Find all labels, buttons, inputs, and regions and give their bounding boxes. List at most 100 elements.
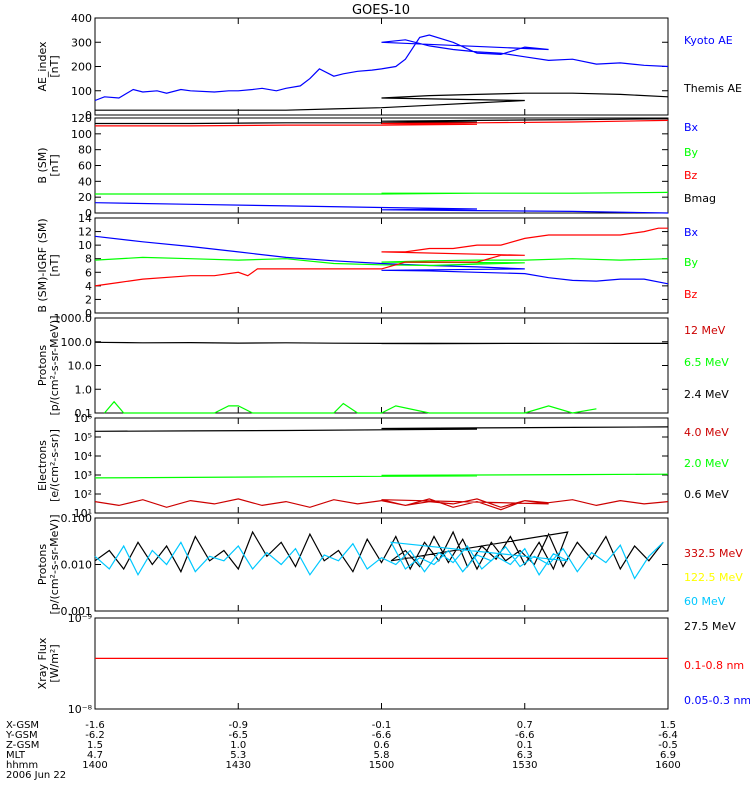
legend-entry: 122.5 MeV bbox=[684, 571, 743, 584]
panel-2: 0 20 40 60 80 100 120 B (SM) [nT] Bx By Bz Bmag bbox=[36, 112, 716, 220]
series-line-0-6-mev bbox=[94, 426, 669, 432]
y-axis-label: [nT] bbox=[48, 154, 61, 176]
series-line-kyoto-ae bbox=[94, 34, 669, 102]
y-axis-label: [e/(cm²-s-sr)] bbox=[48, 429, 61, 502]
y-tick-label: 10⁻⁸ bbox=[68, 703, 93, 716]
y-tick-label: 0.100 bbox=[61, 512, 93, 525]
y-tick-label: 12 bbox=[78, 226, 92, 239]
y-tick-label: 100 bbox=[71, 128, 92, 141]
x-row-value: -6.6 bbox=[372, 730, 392, 741]
y-tick-label: 0.001 bbox=[61, 605, 93, 618]
x-row-value: -6.2 bbox=[85, 730, 105, 741]
y-tick-label: 100.0 bbox=[61, 336, 93, 349]
panel-frame bbox=[94, 217, 669, 314]
y-tick-label: 10⁻⁹ bbox=[68, 612, 92, 625]
y-tick-label: 0 bbox=[85, 307, 92, 320]
y-tick-label: 0.1 bbox=[75, 407, 93, 420]
legend-entry: Bz bbox=[684, 169, 698, 182]
x-row-value: -6.6 bbox=[515, 730, 535, 741]
panel-frame bbox=[94, 617, 669, 710]
y-tick-label: 120 bbox=[71, 112, 92, 125]
y-tick-label: 1000.0 bbox=[54, 312, 93, 325]
y-tick-label: 10⁶ bbox=[74, 412, 93, 425]
y-axis-label: Xray Flux bbox=[36, 637, 49, 689]
x-row-value: 1.0 bbox=[230, 740, 246, 751]
x-row-value: 0.7 bbox=[517, 720, 533, 731]
legend-entry: 27.5 MeV bbox=[684, 620, 736, 633]
legend-entry: Bx bbox=[684, 121, 699, 134]
series-line-by bbox=[94, 256, 669, 267]
legend-entry: 2.0 MeV bbox=[684, 457, 729, 470]
series-line-2-4-mev bbox=[94, 341, 668, 345]
x-row-value: -0.9 bbox=[228, 720, 248, 731]
x-row-value: 1530 bbox=[512, 760, 537, 771]
legend-entry: Bx bbox=[684, 226, 699, 239]
x-row-value: -0.5 bbox=[658, 740, 678, 751]
series-line-6-5-mev bbox=[104, 400, 597, 414]
y-tick-label: 10 bbox=[78, 239, 92, 252]
y-axis-label: B (SM) bbox=[36, 147, 49, 183]
y-tick-label: 10² bbox=[74, 488, 92, 501]
legend-entry: Kyoto AE bbox=[684, 34, 733, 47]
panel-4: 0.1 1.0 10.0 100.0 1000.0 Protons [p/(cm²-s-sr… bbox=[36, 312, 729, 420]
x-row-label: Z-GSM bbox=[6, 740, 39, 751]
legend-entry: 0.1-0.8 nm bbox=[684, 659, 744, 672]
panel-1: 0 100 200 300 400 AE_index [nT] Kyoto AE Themis … bbox=[36, 12, 742, 122]
legend-entry: Themis AE bbox=[683, 82, 742, 95]
x-row-value: 0.6 bbox=[374, 740, 390, 751]
panel-7: 10⁻⁸ 10⁻⁹ Xray Flux [W/m²] 0.1-0.8 nm 0.05-0.… bbox=[36, 612, 750, 716]
y-tick-label: 20 bbox=[78, 191, 92, 204]
y-tick-label: 0 bbox=[85, 207, 92, 220]
series-line-2-0-mev bbox=[94, 473, 669, 479]
x-row-value: -1.6 bbox=[85, 720, 105, 731]
x-row-value: 5.3 bbox=[230, 750, 246, 761]
y-tick-label: 400 bbox=[71, 12, 92, 25]
y-tick-label: 10⁵ bbox=[74, 431, 92, 444]
legend-entry: 60 MeV bbox=[684, 595, 726, 608]
series-line-by bbox=[95, 191, 669, 195]
panel-frame bbox=[94, 17, 669, 116]
panel-6: 0.001 0.010 0.100 Protons [p/(cm²-s-sr-MeV)]… bbox=[36, 512, 743, 633]
y-tick-label: 300 bbox=[71, 36, 92, 49]
x-row-value: 6.9 bbox=[660, 750, 676, 761]
x-row-label: X-GSM bbox=[6, 720, 39, 731]
series-line-bx bbox=[94, 235, 669, 285]
x-row-value: -6.4 bbox=[658, 730, 678, 741]
y-tick-label: 10¹ bbox=[74, 507, 92, 520]
legend-entry: 12 MeV bbox=[684, 324, 726, 337]
x-row-value: -6.5 bbox=[228, 730, 248, 741]
x-row-label: MLT bbox=[6, 750, 26, 761]
y-tick-label: 10⁴ bbox=[74, 450, 93, 463]
y-tick-label: 14 bbox=[78, 212, 92, 225]
series-line-bx bbox=[94, 202, 669, 214]
legend-entry: 0.05-0.3 nm bbox=[684, 694, 750, 707]
y-tick-label: 6 bbox=[85, 266, 92, 279]
legend-entry: Bmag bbox=[684, 192, 716, 205]
x-row-label: hhmm bbox=[6, 760, 38, 771]
panel-5: 10¹ 10² 10³ 10⁴ 10⁵ 10⁶ Electrons [e/(cm²-s-sr)… bbox=[36, 412, 729, 520]
y-axis-label: Electrons bbox=[36, 440, 49, 491]
y-tick-label: 8 bbox=[85, 253, 92, 266]
legend-entry: 6.5 MeV bbox=[684, 356, 729, 369]
x-row-label: Y-GSM bbox=[5, 730, 38, 741]
legend-entry: 0.6 MeV bbox=[684, 488, 729, 501]
legend-entry: By bbox=[684, 146, 699, 159]
y-tick-label: 100 bbox=[71, 85, 92, 98]
y-tick-label: 10³ bbox=[74, 469, 92, 482]
y-axis-label: [nT] bbox=[48, 254, 61, 276]
legend-entry: 332.5 MeV bbox=[684, 547, 743, 560]
y-tick-label: 80 bbox=[78, 144, 92, 157]
y-tick-label: 200 bbox=[71, 61, 92, 74]
x-row-value: 1.5 bbox=[660, 720, 676, 731]
panel-frame bbox=[94, 417, 669, 514]
legend-entry: Bz bbox=[684, 288, 698, 301]
figure-title: GOES-10 bbox=[352, 3, 410, 18]
y-axis-label: [p/(cm²-s-sr-MeV)] bbox=[48, 316, 61, 416]
y-axis-label: Protons bbox=[36, 345, 49, 386]
series-line-themis-ae bbox=[95, 92, 669, 111]
date-label: 2006 Jun 22 bbox=[6, 770, 66, 781]
x-row-value: 6.3 bbox=[517, 750, 533, 761]
y-tick-label: 0.010 bbox=[61, 559, 93, 572]
x-row-value: 1500 bbox=[369, 760, 394, 771]
